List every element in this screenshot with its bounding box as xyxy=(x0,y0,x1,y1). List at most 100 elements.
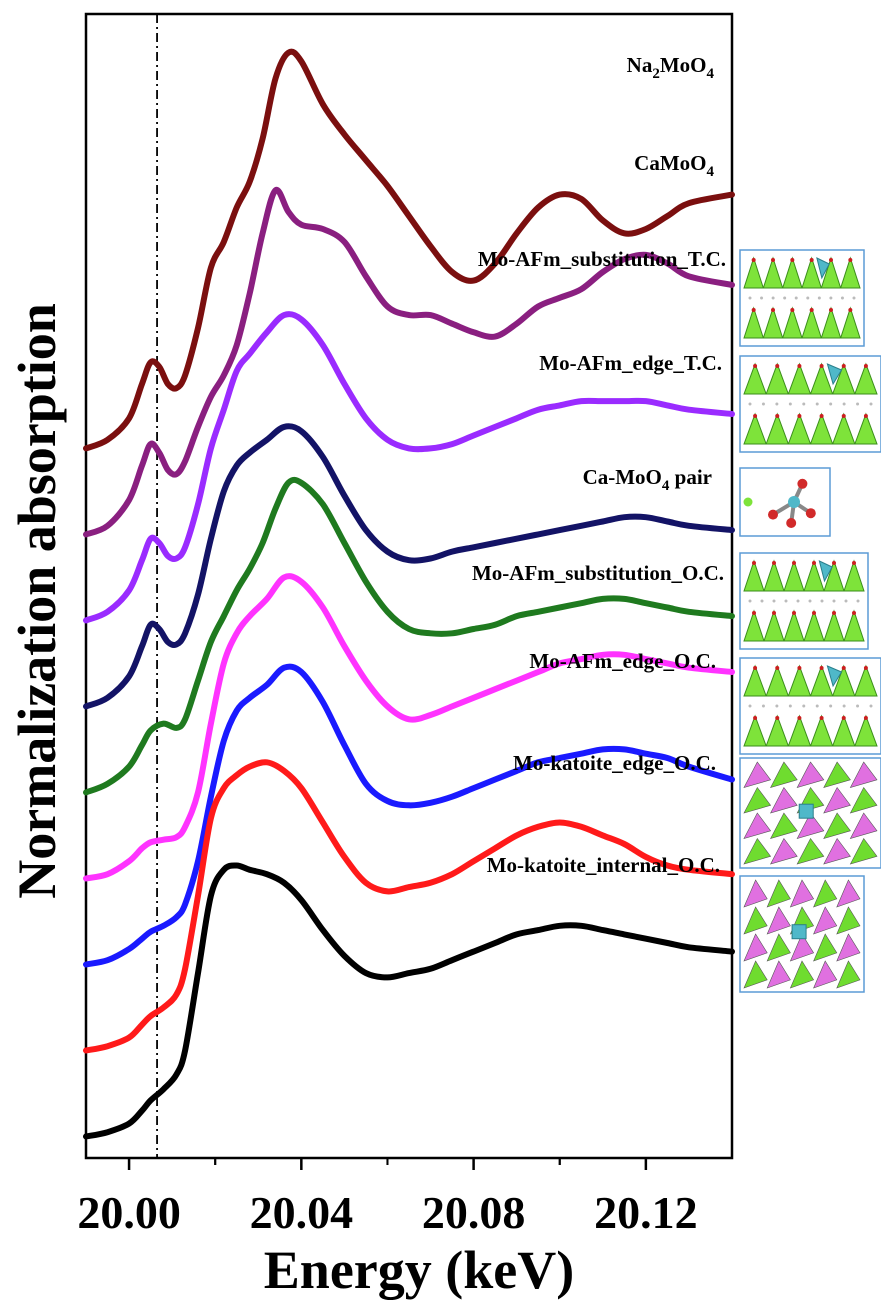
octahedron-shape xyxy=(781,256,803,289)
polyhedron-shape xyxy=(743,786,772,814)
octahedron-shape xyxy=(765,412,790,445)
inset-afm-substitution-oc xyxy=(739,552,869,650)
inset-afm-edge-oc xyxy=(739,657,881,755)
series-line-1 xyxy=(83,186,735,538)
oxygen-atom xyxy=(848,308,853,312)
polyhedron-shape xyxy=(813,933,838,962)
polyhedron-shape xyxy=(770,837,798,865)
molybdenum-atom xyxy=(788,496,800,508)
series-line-6 xyxy=(83,663,735,968)
octahedron-shape xyxy=(763,559,785,592)
water-dot xyxy=(748,599,752,603)
water-dot xyxy=(802,704,806,708)
oxygen-atom xyxy=(841,364,846,368)
molybdate-tetrahedron xyxy=(818,560,833,583)
series-label-part: Mo-katoite_internal_O.C. xyxy=(487,853,720,877)
oxygen-atom xyxy=(772,611,776,615)
octahedron-shape xyxy=(801,256,823,289)
water-dot xyxy=(772,599,776,603)
oxygen-atom xyxy=(797,716,802,720)
oxygen-atom xyxy=(852,611,856,615)
water-dot xyxy=(760,599,764,603)
oxygen-atom xyxy=(775,716,780,720)
calcium-atom xyxy=(743,497,753,507)
series-label-part: pair xyxy=(669,465,712,489)
octahedron-shape xyxy=(820,256,842,289)
series-label-part: 2 xyxy=(652,66,660,82)
octahedron-shape xyxy=(743,256,765,289)
oxygen-atom xyxy=(772,561,776,565)
oxygen-atom xyxy=(771,258,775,262)
water-dot xyxy=(788,704,792,708)
oxygen-atom xyxy=(863,364,868,368)
water-dot xyxy=(817,296,821,300)
polyhedron-shape xyxy=(789,879,815,908)
oxygen-atom xyxy=(829,308,833,312)
water-dot xyxy=(748,296,752,300)
octahedron-shape xyxy=(783,609,805,642)
oxygen-atom xyxy=(809,308,814,312)
polyhedron-shape xyxy=(766,960,791,989)
inset-ca-moo4-pair xyxy=(739,467,831,537)
octahedron-shape xyxy=(854,664,878,697)
water-dot xyxy=(842,402,846,406)
polyhedron-shape xyxy=(766,879,791,908)
series-label-1: CaMoO4 xyxy=(634,151,714,180)
octahedron-shape xyxy=(831,664,856,697)
octahedron-shape xyxy=(803,559,825,592)
series-label-part: Mo-AFm_edge_O.C. xyxy=(529,649,716,673)
polyhedron-shape xyxy=(766,933,791,962)
inset-afm-substitution-tc xyxy=(739,249,865,347)
water-dot xyxy=(840,296,844,300)
series-label-part: Mo-AFm_substitution_T.C. xyxy=(478,247,726,271)
oxygen-atom xyxy=(832,611,836,615)
polyhedron-shape xyxy=(743,837,772,865)
oxygen-atom xyxy=(753,414,758,418)
series-label-2: Mo-AFm_substitution_T.C. xyxy=(478,247,726,271)
octahedron-shape xyxy=(765,714,790,747)
water-dot xyxy=(815,704,819,708)
oxygen-atom xyxy=(768,509,778,520)
oxygen-atom xyxy=(863,716,868,720)
oxygen-atom xyxy=(771,308,775,312)
polyhedron-shape xyxy=(849,812,878,839)
oxygen-atom xyxy=(792,611,796,615)
octahedron-shape xyxy=(765,664,790,697)
water-dot xyxy=(844,599,848,603)
water-dot xyxy=(802,402,806,406)
octahedron-shape xyxy=(762,256,784,289)
polyhedron-shape xyxy=(796,761,825,788)
water-dot xyxy=(856,704,860,708)
water-dot xyxy=(829,402,833,406)
series-line-2 xyxy=(83,311,735,624)
water-dot xyxy=(832,599,836,603)
inset-afm-edge-tc xyxy=(739,355,881,453)
octahedron-shape xyxy=(743,714,767,747)
octahedron-shape xyxy=(743,306,765,339)
water-dot xyxy=(806,296,810,300)
octahedron-shape xyxy=(787,664,812,697)
oxygen-atom xyxy=(829,258,833,262)
polyhedron-shape xyxy=(823,786,851,814)
water-dot xyxy=(815,402,819,406)
oxygen-atom xyxy=(797,414,802,418)
polyhedron-shape xyxy=(743,933,768,962)
octahedron-shape xyxy=(743,664,767,697)
series-label-7: Mo-katoite_edge_O.C. xyxy=(513,751,716,775)
oxygen-atom xyxy=(792,561,796,565)
oxygen-atom xyxy=(819,364,824,368)
polyhedron-shape xyxy=(849,837,878,865)
oxygen-atom xyxy=(797,478,808,489)
polyhedron-shape xyxy=(849,786,878,814)
water-dot xyxy=(761,402,765,406)
octahedron-shape xyxy=(823,559,845,592)
series-label-part: Ca-MoO xyxy=(583,465,662,489)
x-axis-label: Energy (keV) xyxy=(264,1240,574,1300)
octahedron-shape xyxy=(839,256,861,289)
water-dot xyxy=(794,296,798,300)
polyhedron-shape xyxy=(743,812,772,839)
oxygen-atom xyxy=(753,716,758,720)
oxygen-atom xyxy=(797,666,802,670)
series-label-3: Mo-AFm_edge_T.C. xyxy=(539,351,722,375)
